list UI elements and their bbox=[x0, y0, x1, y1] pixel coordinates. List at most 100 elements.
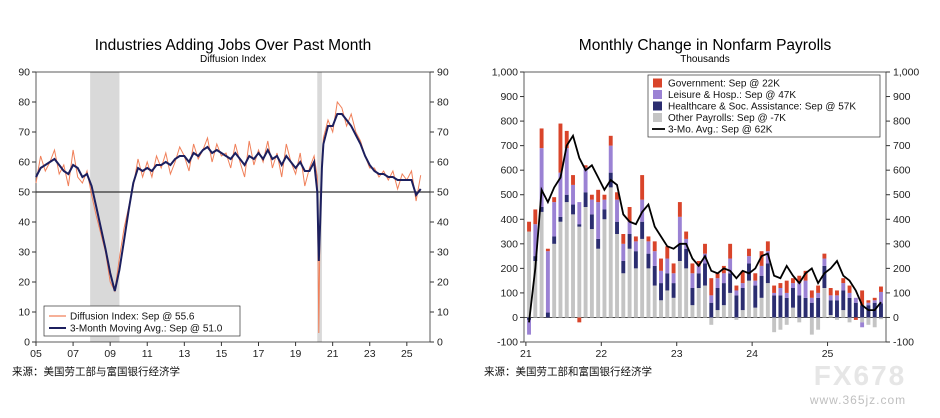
y-tick-label-right: 20 bbox=[437, 277, 449, 289]
bar-segment-2 bbox=[784, 297, 789, 318]
bar-segment-3 bbox=[583, 207, 588, 318]
bar-segment-2 bbox=[835, 300, 839, 318]
legend-label-3: Other Payrolls: Sep @ -7K bbox=[668, 113, 786, 124]
left-legend-box bbox=[43, 305, 241, 337]
bar-segment-0 bbox=[853, 317, 858, 320]
bar-segment-2 bbox=[803, 297, 808, 318]
y-tick-label-left: 40 bbox=[18, 217, 30, 229]
bar-segment-1 bbox=[715, 278, 720, 288]
y-tick-label-left: 0 bbox=[512, 312, 518, 324]
bar-segment-1 bbox=[677, 216, 682, 244]
bar-segment-3 bbox=[872, 317, 877, 328]
bar-segment-1 bbox=[589, 199, 594, 215]
watermark-brand: FX678 bbox=[814, 360, 907, 391]
left-chart-subtitle: Diffusion Index bbox=[200, 54, 266, 65]
bar-segment-0 bbox=[765, 241, 770, 252]
bar-segment-0 bbox=[533, 209, 538, 225]
line-series-1 bbox=[35, 113, 422, 292]
y-tick-label-left: 90 bbox=[18, 67, 30, 79]
left-chart: 0 0 10 10 20 20 30 30 40 40 50 50 60 60 70 70 80 80 90 90 05… bbox=[18, 67, 449, 361]
x-tick-label: 23 bbox=[364, 348, 376, 360]
bar-segment-2 bbox=[558, 216, 563, 222]
bar-segment-0 bbox=[797, 275, 802, 284]
x-tick-label: 17 bbox=[253, 348, 265, 360]
bar-segment-2 bbox=[602, 209, 607, 220]
bar-segment-2 bbox=[596, 238, 601, 249]
bar-segment-2 bbox=[816, 297, 821, 318]
bar-segment-2 bbox=[621, 261, 626, 274]
bar-segment-2 bbox=[589, 214, 594, 230]
bar-segment-1 bbox=[853, 297, 858, 303]
bar-segment-0 bbox=[539, 128, 544, 149]
y-tick-label-right: 10 bbox=[437, 307, 449, 319]
bar-segment-0 bbox=[589, 194, 594, 200]
bar-segment-3 bbox=[847, 317, 852, 323]
bar-segment-1 bbox=[703, 253, 707, 264]
bar-segment-3 bbox=[684, 268, 689, 318]
bar-segment-2 bbox=[721, 283, 726, 306]
bar-segment-0 bbox=[552, 197, 557, 203]
bar-segment-1 bbox=[847, 292, 852, 298]
bar-segment-3 bbox=[539, 211, 544, 318]
bar-segment-3 bbox=[596, 248, 601, 318]
bar-segment-0 bbox=[709, 278, 714, 296]
x-tick-label: 22 bbox=[595, 348, 607, 360]
x-tick-label: 21 bbox=[520, 348, 532, 360]
bar-segment-0 bbox=[835, 290, 839, 296]
bar-segment-3 bbox=[577, 226, 582, 318]
bar-segment-1 bbox=[558, 172, 563, 217]
bar-segment-0 bbox=[803, 270, 808, 281]
legend-swatch-1 bbox=[653, 90, 662, 99]
bar-segment-3 bbox=[602, 219, 607, 318]
bar-segment-3 bbox=[759, 297, 764, 318]
bar-segment-1 bbox=[690, 273, 695, 288]
bar-segment-1 bbox=[633, 241, 638, 252]
bar-segment-2 bbox=[627, 234, 632, 249]
y-tick-label-left: 600 bbox=[500, 165, 518, 177]
bar-segment-1 bbox=[809, 297, 814, 303]
x-tick-label: 15 bbox=[216, 348, 228, 360]
bar-segment-0 bbox=[545, 248, 550, 252]
y-tick-label-right: 1,000 bbox=[893, 67, 919, 79]
bar-segment-3 bbox=[646, 268, 651, 318]
right-chart-source: 来源：美国劳工部和富国银行经济学 bbox=[484, 365, 652, 378]
bar-segment-0 bbox=[721, 265, 726, 274]
bar-segment-0 bbox=[596, 189, 601, 203]
bar-segment-0 bbox=[659, 258, 663, 271]
x-tick-label: 05 bbox=[30, 348, 42, 360]
bar-segment-1 bbox=[545, 251, 550, 313]
bar-segment-3 bbox=[690, 305, 695, 318]
bar-segment-2 bbox=[571, 204, 575, 215]
watermark-url: www.365jz.com bbox=[809, 393, 906, 407]
left-chart-source: 来源：美国劳工部与富国银行经济学 bbox=[12, 365, 180, 378]
bar-segment-0 bbox=[879, 286, 883, 292]
bar-segment-2 bbox=[652, 265, 657, 286]
bar-segment-0 bbox=[728, 243, 733, 259]
bar-segment-1 bbox=[665, 258, 670, 274]
bar-segment-0 bbox=[646, 236, 651, 242]
bar-segment-3 bbox=[564, 202, 569, 318]
bar-segment-3 bbox=[753, 307, 758, 318]
bar-segment-0 bbox=[740, 270, 745, 284]
bar-segment-2 bbox=[728, 273, 733, 293]
bar-segment-3 bbox=[740, 310, 745, 318]
bar-segment-2 bbox=[778, 295, 783, 318]
bar-segment-2 bbox=[709, 302, 714, 318]
bar-segment-3 bbox=[860, 317, 865, 323]
y-tick-label-left: 400 bbox=[500, 214, 518, 226]
bar-segment-2 bbox=[696, 273, 701, 288]
bar-segment-0 bbox=[615, 192, 619, 200]
bar-segment-0 bbox=[791, 278, 795, 284]
x-tick-label: 21 bbox=[327, 348, 339, 360]
bar-segment-2 bbox=[583, 192, 588, 207]
legend-label-4: 3-Mo. Avg.: Sep @ 62K bbox=[668, 125, 773, 136]
bar-segment-3 bbox=[627, 248, 632, 318]
bar-segment-1 bbox=[652, 251, 657, 266]
bar-segment-0 bbox=[671, 263, 676, 274]
recession-shade-0 bbox=[90, 72, 120, 342]
bar-segment-0 bbox=[602, 194, 607, 200]
bar-segment-3 bbox=[721, 305, 726, 318]
bar-segment-0 bbox=[841, 278, 846, 284]
y-tick-label-right: 90 bbox=[437, 67, 449, 79]
bar-segment-3 bbox=[797, 317, 802, 323]
